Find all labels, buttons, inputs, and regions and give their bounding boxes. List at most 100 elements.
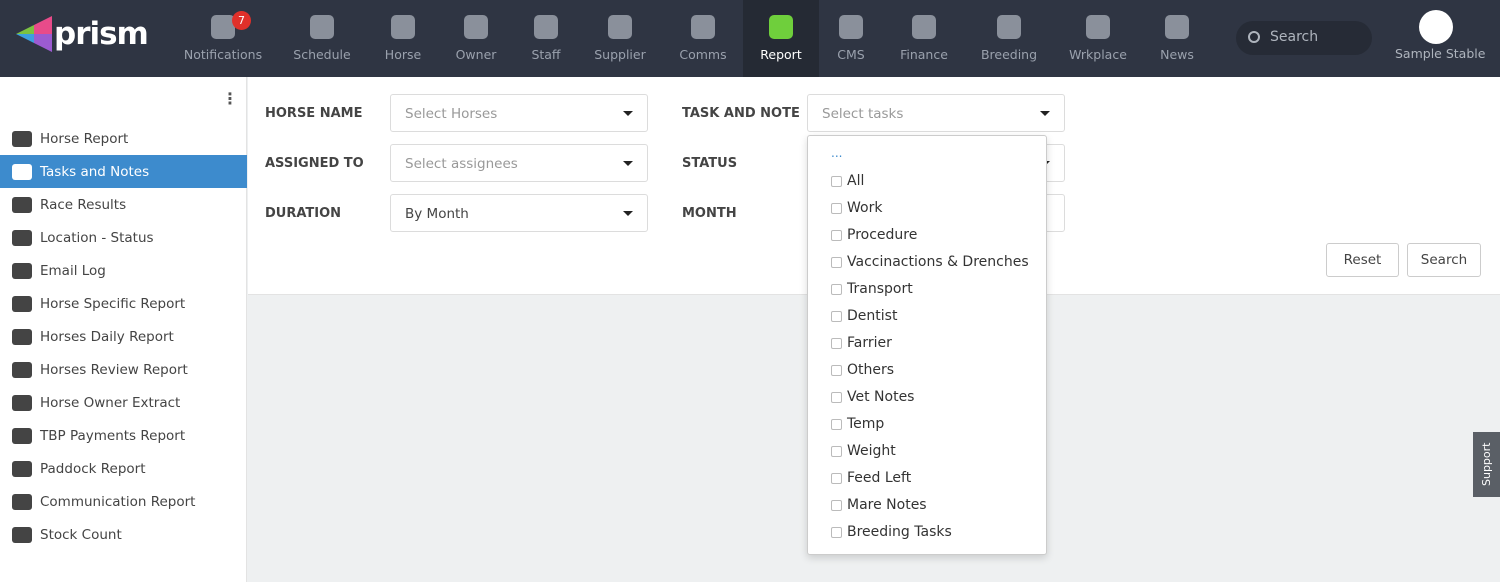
checkbox[interactable] [831,202,842,214]
sidebar-item-paddock-report[interactable]: Paddock Report [0,452,247,485]
checkbox[interactable] [831,418,842,430]
checkbox[interactable] [831,175,842,187]
avatar[interactable] [1419,10,1453,44]
option-transport[interactable]: Transport [831,281,913,297]
top-nav: prism 7 Notifications Schedule Horse Owner St… [0,0,1500,77]
duration-label: DURATION [265,206,342,221]
nav-horse[interactable]: Horse [358,0,448,77]
caret-down-icon [623,211,633,216]
report-icon [12,196,32,213]
news-icon [1165,15,1189,39]
gear-icon [839,15,863,39]
checkbox[interactable] [831,472,842,484]
sidebar-item-tasks-and-notes[interactable]: Tasks and Notes [0,155,247,188]
report-icon [12,295,32,312]
support-tab[interactable]: Support [1473,432,1500,497]
option-dentist[interactable]: Dentist [831,308,897,324]
bell-icon: 7 [211,11,251,39]
checkbox[interactable] [831,229,842,241]
option-breeding-tasks[interactable]: Breeding Tasks [831,524,952,540]
option-others[interactable]: Others [831,362,894,378]
report-icon [12,262,32,279]
nav-supplier[interactable]: Supplier [575,0,665,77]
assigned-to-select[interactable]: Select assignees [390,144,648,182]
more-menu-icon[interactable]: ⋮ [222,89,238,108]
report-icon [12,427,32,444]
report-icon [769,15,793,39]
option-temp[interactable]: Temp [831,416,884,432]
option-feed-left[interactable]: Feed Left [831,470,911,486]
nav-staff[interactable]: Staff [501,0,591,77]
checkbox[interactable] [831,337,842,349]
nav-breeding[interactable]: Breeding [964,0,1054,77]
report-icon [12,493,32,510]
option-mare-notes[interactable]: Mare Notes [831,497,927,513]
sidebar-item-horses-daily-report[interactable]: Horses Daily Report [0,320,247,353]
search-icon [1248,31,1260,43]
account-name[interactable]: Sample Stable [1395,46,1486,61]
sidebar-item-location-status[interactable]: Location - Status [0,221,247,254]
reset-button[interactable]: Reset [1326,243,1399,277]
nav-finance[interactable]: Finance [879,0,969,77]
breeding-icon [997,15,1021,39]
logo-icon [16,16,52,52]
report-icon [12,328,32,345]
month-label: MONTH [682,206,737,221]
sidebar-item-horse-report[interactable]: Horse Report [0,122,247,155]
option-weight[interactable]: Weight [831,443,896,459]
tasks-dropdown: ... All Work Procedure Vaccinactions & Dren… [807,135,1047,555]
sidebar-item-email-log[interactable]: Email Log [0,254,247,287]
horse-name-select[interactable]: Select Horses [390,94,648,132]
option-farrier[interactable]: Farrier [831,335,892,351]
users-icon [534,15,558,39]
option-procedure[interactable]: Procedure [831,227,917,243]
caret-down-icon [623,161,633,166]
sidebar: ⋮ Horse Report Tasks and Notes Race Result… [0,77,247,582]
checkbox[interactable] [831,283,842,295]
checkbox[interactable] [831,364,842,376]
option-work[interactable]: Work [831,200,882,216]
status-label: STATUS [682,156,738,171]
nav-notifications[interactable]: 7 Notifications [178,0,268,77]
sidebar-item-communication-report[interactable]: Communication Report [0,485,247,518]
nav-owner[interactable]: Owner [431,0,521,77]
caret-down-icon [1040,111,1050,116]
report-icon [12,460,32,477]
report-icon [12,163,32,180]
sidebar-item-horse-owner-extract[interactable]: Horse Owner Extract [0,386,247,419]
checkbox[interactable] [831,310,842,322]
notification-badge: 7 [232,11,251,30]
chat-icon [691,15,715,39]
sidebar-item-horses-review-report[interactable]: Horses Review Report [0,353,247,386]
search-button[interactable]: Search [1407,243,1481,277]
sidebar-item-tbp-payments-report[interactable]: TBP Payments Report [0,419,247,452]
calendar-icon [310,15,334,39]
nav-comms[interactable]: Comms [658,0,748,77]
option-all[interactable]: All [831,173,864,189]
nav-report[interactable]: Report [743,0,819,77]
checkbox[interactable] [831,391,842,403]
nav-news[interactable]: News [1132,0,1222,77]
option-vet-notes[interactable]: Vet Notes [831,389,914,405]
finance-icon [912,15,936,39]
report-icon [12,526,32,543]
duration-select[interactable]: By Month [390,194,648,232]
checkbox[interactable] [831,256,842,268]
report-icon [12,130,32,147]
horse-name-label: HORSE NAME [265,106,363,121]
option-vaccinactions-drenches[interactable]: Vaccinactions & Drenches [831,254,1029,270]
search-input[interactable]: Search [1236,21,1372,55]
sidebar-item-stock-count[interactable]: Stock Count [0,518,247,551]
checkbox[interactable] [831,526,842,538]
sidebar-item-horse-specific-report[interactable]: Horse Specific Report [0,287,247,320]
task-note-select[interactable]: Select tasks [807,94,1065,132]
dropdown-ellipsis[interactable]: ... [831,146,843,160]
checkbox[interactable] [831,499,842,511]
sidebar-item-race-results[interactable]: Race Results [0,188,247,221]
nav-cms[interactable]: CMS [806,0,896,77]
checkbox[interactable] [831,445,842,457]
nav-wrkplace[interactable]: Wrkplace [1053,0,1143,77]
horse-icon [391,15,415,39]
nav-schedule[interactable]: Schedule [277,0,367,77]
prism-logo[interactable]: prism [16,16,149,52]
